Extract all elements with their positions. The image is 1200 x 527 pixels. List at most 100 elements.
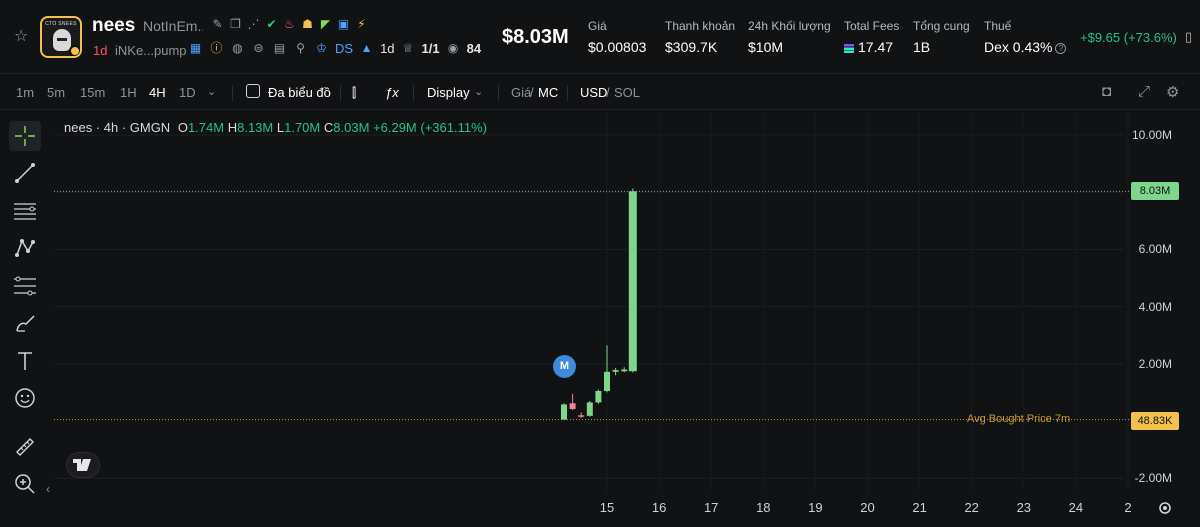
- chart-legend: nees · 4h · GMGN O1.74M H8.13M L1.70M C8…: [64, 120, 487, 135]
- interval-1m[interactable]: 1m: [16, 85, 35, 100]
- chat-icon[interactable]: ▣: [337, 17, 350, 31]
- stat-value: $309.7K: [665, 39, 718, 55]
- legend-symbol: nees · 4h · GMGN: [64, 120, 171, 135]
- y-tick-label: 10.00M: [1131, 128, 1172, 142]
- holder-ratio: 1/1: [421, 41, 440, 56]
- text-icon: [18, 352, 32, 370]
- zoom-tool[interactable]: [9, 469, 41, 499]
- divider: [413, 85, 414, 101]
- search-icon[interactable]: ⚲: [296, 41, 305, 55]
- stat-supply: Tổng cung 1B: [913, 19, 970, 55]
- help-icon[interactable]: ?: [1055, 43, 1067, 54]
- candle-body: [621, 369, 628, 372]
- avg-price-tag: 48.83K: [1131, 412, 1179, 430]
- verified-icon[interactable]: ✔: [266, 17, 277, 31]
- x-tick-label: 2: [1124, 500, 1132, 515]
- legend-change: +6.29M (+361.11%): [373, 120, 487, 135]
- collapse-icon[interactable]: ▯: [1185, 29, 1193, 44]
- trend-line-tool[interactable]: [9, 158, 41, 188]
- people-icon[interactable]: ☗: [302, 17, 313, 31]
- token-name: nees: [92, 15, 136, 36]
- stat-liquidity: Thanh khoản $309.7K: [665, 19, 735, 55]
- copy-icon[interactable]: ❐: [230, 17, 241, 31]
- chart-toolbar: 1m 5m 15m 1H 4H 1D ⌄ Đa biểu đồ ⫿ ƒx Dis…: [0, 74, 1200, 110]
- legend-close: 8.03M: [333, 120, 370, 135]
- settings-gear-icon[interactable]: ⚙: [1166, 84, 1180, 101]
- stat-label: Giá: [588, 19, 607, 33]
- emoji-tool[interactable]: [9, 383, 41, 413]
- stat-label: Thanh khoản: [665, 19, 736, 33]
- crosshair-tool[interactable]: [9, 121, 41, 151]
- token-action-icons: ✎ ❐ ⋰ ✔ ♨ ☗ ◤ ▣ ⚡: [210, 17, 369, 32]
- sol-toggle[interactable]: SOL: [614, 85, 641, 100]
- pattern-tool[interactable]: [9, 233, 41, 263]
- stat-value-row: 17.47: [844, 39, 899, 55]
- usd-toggle[interactable]: USD: [580, 85, 608, 100]
- indicators-icon[interactable]: ƒx: [385, 85, 399, 100]
- x-tick-label: 17: [703, 500, 719, 515]
- warning-icon[interactable]: ⓘ: [210, 41, 223, 55]
- grid-icon[interactable]: ▦: [189, 41, 202, 55]
- fullscreen-icon[interactable]: ⤢: [1138, 83, 1151, 100]
- ds-label[interactable]: DS: [335, 41, 354, 56]
- parallel-lines-icon: [14, 203, 36, 220]
- logo-face-icon: [53, 29, 71, 51]
- price-chart[interactable]: [54, 112, 1200, 527]
- lightning-icon[interactable]: ⚡: [357, 17, 366, 31]
- price-change: +$9.65 (+73.6%): [1080, 30, 1177, 45]
- ruler-icon: [16, 438, 34, 456]
- fire-icon[interactable]: ♨: [284, 17, 295, 31]
- x-tick-label: 21: [912, 500, 927, 515]
- logo-badge-icon: [69, 45, 80, 56]
- measure-tool[interactable]: [9, 432, 41, 462]
- token-address[interactable]: iNKe...pump: [115, 43, 187, 58]
- mc-toggle[interactable]: MC: [538, 85, 559, 100]
- interval-15m[interactable]: 15m: [80, 85, 106, 100]
- multichart-label[interactable]: Đa biểu đồ: [268, 85, 331, 100]
- list-icon[interactable]: ⊜: [253, 41, 264, 55]
- toggle-separator: /: [606, 85, 610, 100]
- candle-type-icon[interactable]: ⫿: [352, 85, 357, 100]
- brush-tool[interactable]: [9, 308, 41, 338]
- chart-note-icon[interactable]: ▤: [273, 41, 286, 55]
- collapse-toolbar-icon[interactable]: ‹: [46, 482, 50, 496]
- tradingview-logo[interactable]: [66, 452, 100, 478]
- stat-value: 1B: [913, 39, 931, 55]
- trend-line-icon: [15, 163, 35, 183]
- migration-marker[interactable]: M: [553, 355, 576, 378]
- multichart-checkbox[interactable]: [246, 84, 260, 98]
- interval-4h[interactable]: 4H: [149, 85, 166, 100]
- display-button[interactable]: Display: [427, 85, 470, 100]
- fib-tool[interactable]: [9, 271, 41, 301]
- price-toggle[interactable]: Giá: [511, 85, 532, 100]
- interval-1h[interactable]: 1H: [120, 85, 137, 100]
- divider: [232, 85, 233, 101]
- axis-settings-gear-icon[interactable]: [1157, 500, 1173, 516]
- legend-open: 1.74M: [187, 120, 225, 135]
- x-tick-label: 24: [1068, 500, 1084, 515]
- stat-label: Thuế: [984, 19, 1012, 33]
- divider: [498, 85, 499, 101]
- chevron-down-icon[interactable]: ⌄: [207, 86, 217, 98]
- camera-icon[interactable]: ◘: [1102, 83, 1112, 100]
- mountain-icon[interactable]: ▲: [360, 41, 373, 55]
- chef-hat-icon[interactable]: ♔: [316, 41, 327, 55]
- share-icon[interactable]: ⋰: [247, 17, 260, 31]
- stat-label: Tổng cung: [913, 19, 970, 33]
- interval-1d[interactable]: 1D: [179, 85, 196, 100]
- interval-5m[interactable]: 5m: [47, 85, 66, 100]
- edit-icon[interactable]: ✎: [212, 17, 223, 31]
- divider: [567, 85, 568, 101]
- globe-icon[interactable]: ◍: [232, 41, 243, 55]
- toggle-separator: /: [530, 85, 534, 100]
- pattern-icon: [15, 239, 35, 257]
- chevron-down-icon[interactable]: ⌄: [474, 86, 484, 98]
- fibonacci-icon: [14, 276, 36, 296]
- parallel-lines-tool[interactable]: [9, 196, 41, 226]
- y-tick-label: -2.00M: [1134, 471, 1172, 486]
- text-tool[interactable]: [9, 346, 41, 376]
- favorite-star-icon[interactable]: ☆: [14, 28, 29, 45]
- eye-icon: ◉: [447, 41, 459, 55]
- logo-text: CTO SNEES: [45, 21, 77, 27]
- megaphone-icon[interactable]: ◤: [320, 17, 331, 31]
